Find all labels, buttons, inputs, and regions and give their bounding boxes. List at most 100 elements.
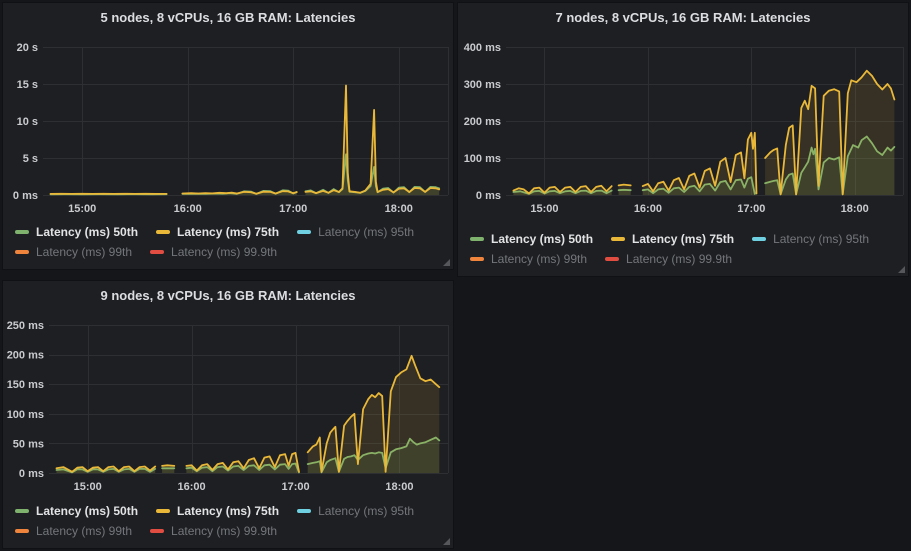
series-color-swatch-icon	[150, 250, 165, 254]
series-color-swatch-icon	[156, 230, 171, 234]
chart-canvas[interactable]: 250 ms 200 ms 150 ms 100 ms 50 ms 0 ms 15:00 16…	[3, 281, 455, 499]
legend-item-50th[interactable]: Latency (ms) 50th	[15, 504, 138, 518]
series-line-50th	[764, 135, 896, 196]
series-line-75th	[181, 190, 298, 195]
series-line-50th	[306, 436, 441, 474]
series-color-swatch-icon	[15, 230, 29, 234]
chart-canvas[interactable]: 20 s 15 s 10 s 5 s 0 ms 15:00 16:00 17:00 18:00	[3, 3, 455, 221]
legend-item-75th[interactable]: Latency (ms) 75th	[156, 225, 279, 239]
legend-label: Latency (ms) 99.9th	[171, 245, 278, 259]
y-tick-label: 200 ms	[464, 116, 501, 128]
legend-item-99th[interactable]: Latency (ms) 99th	[470, 252, 587, 266]
legend-row: Latency (ms) 99th Latency (ms) 99.9th	[470, 251, 887, 267]
y-tick-label: 20 s	[17, 42, 38, 54]
panel-title[interactable]: 9 nodes, 8 vCPUs, 16 GB RAM: Latencies	[100, 288, 356, 303]
legend-item-99th[interactable]: Latency (ms) 99th	[15, 524, 132, 538]
y-tick-label: 100 ms	[464, 153, 501, 165]
legend: Latency (ms) 50th Latency (ms) 75th Latenc…	[15, 499, 432, 539]
panel-resize-handle-icon[interactable]	[443, 259, 450, 266]
panel-5-nodes-latencies: 5 nodes, 8 vCPUs, 16 GB RAM: Latencies 2…	[2, 2, 454, 270]
legend-item-95th[interactable]: Latency (ms) 95th	[297, 504, 414, 518]
series-color-swatch-icon	[156, 509, 171, 513]
y-tick-label: 250 ms	[7, 320, 44, 332]
series-line-75th	[764, 69, 896, 196]
y-tick-label: 10 s	[17, 116, 38, 128]
series-line-50th	[55, 468, 157, 474]
panel-title[interactable]: 7 nodes, 8 vCPUs, 16 GB RAM: Latencies	[555, 10, 811, 25]
series-fill	[642, 132, 757, 195]
panel-7-nodes-latencies: 7 nodes, 8 vCPUs, 16 GB RAM: Latencies 4…	[457, 2, 909, 277]
legend-label: Latency (ms) 95th	[773, 232, 870, 246]
x-tick-label: 16:00	[634, 203, 662, 215]
series-line-50th	[641, 176, 756, 195]
x-tick-label: 18:00	[841, 203, 869, 215]
series-color-swatch-icon	[15, 529, 29, 533]
panel-title[interactable]: 5 nodes, 8 vCPUs, 16 GB RAM: Latencies	[100, 10, 356, 25]
series-color-swatch-icon	[605, 257, 620, 261]
legend-item-75th[interactable]: Latency (ms) 75th	[611, 232, 734, 246]
legend-row: Latency (ms) 50th Latency (ms) 75th Latenc…	[15, 503, 432, 519]
y-tick-label: 100 ms	[7, 409, 44, 421]
series-fill	[305, 85, 440, 195]
x-tick-label: 17:00	[737, 203, 765, 215]
panel-resize-handle-icon[interactable]	[443, 538, 450, 545]
legend-row: Latency (ms) 50th Latency (ms) 75th Latenc…	[15, 224, 432, 240]
legend-label: Latency (ms) 99th	[491, 252, 588, 266]
series-fill	[618, 184, 631, 195]
legend-item-50th[interactable]: Latency (ms) 50th	[15, 225, 138, 239]
series-fill	[765, 70, 895, 195]
y-tick-label: 0 ms	[13, 190, 38, 202]
x-tick-label: 17:00	[279, 203, 307, 215]
series-line-75th	[306, 354, 441, 473]
legend-row: Latency (ms) 99th Latency (ms) 99.9th	[15, 523, 432, 539]
x-tick-label: 16:00	[178, 481, 206, 493]
series-fill	[186, 452, 299, 473]
legend-item-99th[interactable]: Latency (ms) 99th	[15, 245, 132, 259]
panel-resize-handle-icon[interactable]	[898, 266, 905, 273]
legend-item-75th[interactable]: Latency (ms) 75th	[156, 504, 279, 518]
series-fill	[642, 177, 755, 195]
chart-canvas[interactable]: 400 ms 300 ms 200 ms 100 ms 0 ms 15:00 16:00 17…	[458, 3, 910, 221]
legend-item-99.9th[interactable]: Latency (ms) 99.9th	[150, 245, 277, 259]
series-fill	[765, 136, 895, 195]
y-tick-label: 50 ms	[13, 438, 44, 450]
y-tick-label: 15 s	[17, 79, 38, 91]
x-tick-label: 18:00	[385, 203, 413, 215]
legend-label: Latency (ms) 99th	[36, 245, 133, 259]
series-fill	[307, 355, 440, 473]
series-line-75th	[617, 183, 632, 187]
y-tick-label: 300 ms	[464, 79, 501, 91]
y-tick-label: 200 ms	[7, 350, 44, 362]
series-line-75th	[55, 465, 157, 473]
legend-label: Latency (ms) 99th	[36, 524, 133, 538]
y-tick-label: 0 ms	[19, 468, 44, 480]
legend-label: Latency (ms) 50th	[491, 232, 594, 246]
legend-item-95th[interactable]: Latency (ms) 95th	[297, 225, 414, 239]
legend: Latency (ms) 50th Latency (ms) 75th Latenc…	[15, 220, 432, 260]
legend: Latency (ms) 50th Latency (ms) 75th Latenc…	[470, 227, 887, 267]
x-tick-label: 15:00	[530, 203, 558, 215]
legend-item-50th[interactable]: Latency (ms) 50th	[470, 232, 593, 246]
series-fill	[307, 437, 440, 473]
legend-label: Latency (ms) 75th	[177, 225, 280, 239]
y-tick-label: 5 s	[23, 153, 38, 165]
x-tick-label: 15:00	[74, 481, 102, 493]
legend-row: Latency (ms) 99th Latency (ms) 99.9th	[15, 244, 432, 260]
legend-label: Latency (ms) 95th	[318, 504, 415, 518]
legend-label: Latency (ms) 99.9th	[626, 252, 733, 266]
legend-item-99.9th[interactable]: Latency (ms) 99.9th	[150, 524, 277, 538]
legend-label: Latency (ms) 75th	[632, 232, 735, 246]
series-color-swatch-icon	[611, 237, 626, 241]
series-color-swatch-icon	[470, 257, 484, 261]
legend-item-95th[interactable]: Latency (ms) 95th	[752, 232, 869, 246]
series-color-swatch-icon	[752, 237, 767, 241]
series-color-swatch-icon	[297, 230, 312, 234]
legend-label: Latency (ms) 95th	[318, 225, 415, 239]
x-tick-label: 15:00	[68, 203, 96, 215]
legend-label: Latency (ms) 75th	[177, 504, 280, 518]
panel-9-nodes-latencies: 9 nodes, 8 vCPUs, 16 GB RAM: Latencies 2…	[2, 280, 454, 549]
series-fill	[162, 465, 175, 473]
series-line-75th	[304, 84, 441, 194]
series-line-75th	[161, 464, 176, 467]
legend-item-99.9th[interactable]: Latency (ms) 99.9th	[605, 252, 732, 266]
